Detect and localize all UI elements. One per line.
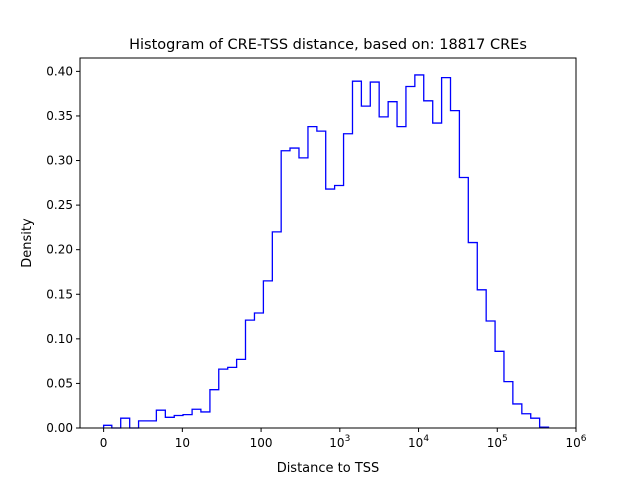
y-tick-label: 0.25 xyxy=(46,198,73,212)
histogram-bin xyxy=(352,81,361,428)
x-tick-label: 0 xyxy=(100,436,108,450)
plot-area: 0 10 100 103 104 105 106 0.00 0.05 0.10 0.15 0.20 0.… xyxy=(46,57,587,450)
histogram-bin xyxy=(388,102,397,428)
histogram-bin xyxy=(254,313,263,428)
histogram-bin xyxy=(156,410,165,428)
histogram-bin xyxy=(165,417,174,428)
histogram-bin xyxy=(397,127,406,428)
histogram-bin xyxy=(379,117,388,428)
y-tick-label: 0.05 xyxy=(46,376,73,390)
histogram-bin xyxy=(183,415,192,428)
y-tick-label: 0.40 xyxy=(46,64,73,78)
histogram-bin xyxy=(451,111,460,428)
y-tick-label: 0.00 xyxy=(46,421,73,435)
y-tick-label: 0.35 xyxy=(46,109,73,123)
histogram-bin xyxy=(495,351,504,428)
histogram-bin xyxy=(237,359,246,428)
histogram-bin xyxy=(344,134,353,428)
y-axis-label: Density xyxy=(20,218,35,268)
histogram-bin xyxy=(361,106,370,428)
histogram-bin xyxy=(147,421,156,428)
histogram-bin xyxy=(263,281,272,428)
histogram-bin xyxy=(531,418,540,428)
histogram-bin xyxy=(513,404,522,428)
histogram-bin xyxy=(522,414,531,428)
histogram-bin xyxy=(415,75,424,428)
histogram-bin xyxy=(442,78,451,428)
histogram-bin xyxy=(486,321,495,428)
histogram-bin xyxy=(210,390,219,428)
y-tick-label: 0.30 xyxy=(46,154,73,168)
histogram-bin xyxy=(370,82,379,428)
histogram-bin xyxy=(228,367,237,428)
histogram-bin xyxy=(281,151,290,428)
histogram-bin xyxy=(459,177,468,428)
histogram-bin xyxy=(139,421,148,428)
x-tick-label: 106 xyxy=(565,434,586,450)
x-tick-label: 10 xyxy=(175,436,190,450)
y-tick-label: 0.20 xyxy=(46,243,73,257)
histogram-step-outline xyxy=(102,74,550,429)
x-tick-label: 104 xyxy=(408,434,429,450)
histogram-bin xyxy=(406,87,415,428)
histogram-bin xyxy=(201,412,210,428)
axes-frame xyxy=(79,57,577,429)
histogram-bin xyxy=(174,416,183,428)
histogram-bin xyxy=(468,243,477,428)
x-axis-label: Distance to TSS xyxy=(277,461,380,476)
histogram-bin xyxy=(245,320,254,428)
histogram-bin xyxy=(424,101,433,428)
histogram-bin xyxy=(290,148,299,428)
x-tick-label: 100 xyxy=(250,436,273,450)
histogram-bin xyxy=(219,369,228,428)
histogram-bin xyxy=(272,232,281,428)
histogram-bin xyxy=(299,158,308,428)
histogram-bin xyxy=(308,127,317,428)
histogram-bin xyxy=(504,382,513,428)
histogram-bin xyxy=(317,131,326,428)
x-tick-label: 105 xyxy=(487,434,508,450)
histogram-bin xyxy=(335,185,344,428)
histogram-bin xyxy=(477,290,486,428)
histogram-bin xyxy=(433,123,442,428)
histogram-bin xyxy=(192,409,201,428)
chart-title: Histogram of CRE-TSS distance, based on:… xyxy=(129,37,527,53)
y-tick-label: 0.10 xyxy=(46,332,73,346)
x-tick-label: 103 xyxy=(329,434,350,450)
histogram-bin xyxy=(326,189,335,428)
histogram-bin xyxy=(121,418,130,428)
y-tick-label: 0.15 xyxy=(46,287,73,301)
